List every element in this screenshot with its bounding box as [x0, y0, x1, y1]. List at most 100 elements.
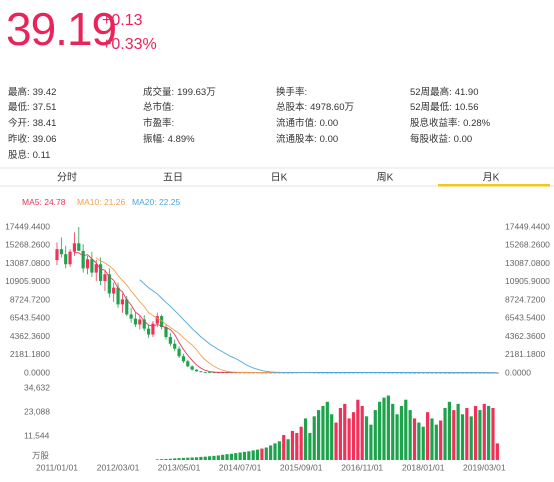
x-tick-label: 2011/01/01: [36, 462, 78, 472]
legend-name: MA5: [22, 197, 40, 207]
legend-value: 22.25: [159, 197, 181, 207]
stat-item: 股息: 0.11: [8, 149, 50, 161]
volume-bar: [155, 459, 159, 460]
stat-value: 4978.60万: [310, 102, 354, 113]
volume-bar: [247, 451, 251, 460]
stat-item: 今开: 38.41: [8, 117, 56, 129]
y-tick-label-right: 4362.3600: [505, 331, 545, 341]
volume-bar: [225, 454, 229, 460]
legend-entry: MA5: 24.78: [22, 197, 66, 207]
volume-bar: [360, 405, 364, 460]
stat-label: 股息:: [8, 149, 30, 161]
y-tick-label-right: 10905.9000: [505, 276, 550, 286]
volume-bar: [412, 418, 417, 460]
volume-unit: 万股: [32, 450, 50, 460]
stat-label: 52周最低:: [410, 101, 452, 113]
volume-bar: [386, 395, 390, 460]
volume-bar: [264, 447, 268, 460]
candle-body: [146, 328, 151, 335]
legend-value: 21.26: [104, 197, 126, 207]
candle-body: [94, 264, 98, 273]
x-tick-label: 2014/07/01: [219, 462, 262, 472]
tab[interactable]: 五日: [163, 173, 183, 184]
tab[interactable]: 周K: [377, 172, 394, 184]
volume-bar: [186, 457, 190, 460]
volume-bar: [181, 457, 186, 460]
stat-item: 市盈率:: [143, 117, 174, 129]
tab[interactable]: 分时: [57, 172, 77, 184]
volume-bar: [160, 459, 164, 460]
stat-value: 37.51: [33, 102, 57, 113]
stat-value: 4.89%: [168, 134, 195, 145]
legend-entry: MA10: 21.26: [77, 197, 125, 207]
candle-body: [64, 254, 68, 265]
volume-bar: [312, 416, 316, 460]
volume-bar: [373, 410, 377, 460]
stat-item: 换手率:: [276, 86, 307, 98]
volume-bar: [194, 457, 199, 460]
change: +0.13: [102, 12, 143, 29]
candle-body: [85, 259, 90, 269]
volume-bar: [456, 403, 460, 460]
x-tick-label: 2013/05/01: [158, 462, 201, 472]
volume-bar: [491, 408, 495, 460]
volume-bar: [286, 439, 290, 460]
candle-body: [186, 361, 190, 367]
stats: 最高: 39.42 成交量: 199.63万 换手率: 52周最高: 41.90 最低: 37.…: [8, 86, 491, 161]
stat-item: 股息收益率: 0.28%: [410, 117, 491, 129]
volume-bar: [221, 454, 225, 460]
volume-bar: [203, 456, 207, 460]
stat-value: 0.00: [454, 134, 473, 145]
stat-label: 股息收益率:: [410, 117, 460, 129]
volume-bar: [295, 432, 299, 460]
stat-label: 总市值:: [143, 101, 174, 113]
volume-bar: [199, 456, 203, 460]
volume-bar: [303, 418, 308, 460]
volume-bar: [443, 408, 447, 460]
volume-bar: [478, 410, 482, 460]
volume-bar: [430, 418, 434, 460]
y-tick-label-right: 15268.2600: [505, 240, 550, 250]
stat-item: 最低: 37.51: [8, 101, 56, 113]
y-tick-label: 0.0000: [24, 367, 50, 377]
stat-value: 41.90: [455, 87, 479, 98]
tab[interactable]: 日K: [271, 173, 288, 184]
y-tick-label-right: 17449.4400: [505, 221, 550, 231]
y-tick-label: 6543.5400: [10, 313, 50, 323]
stat-item: 成交量: 199.63万: [143, 86, 216, 98]
tabs: 分时 五日 日K 周K 月K: [57, 172, 550, 187]
tab[interactable]: 月K: [483, 172, 500, 184]
candle-body: [116, 287, 120, 305]
x-tick-label: 2015/09/01: [280, 462, 323, 472]
candle-body: [68, 251, 72, 265]
volume-bar: [347, 418, 351, 460]
stat-value: 38.41: [33, 118, 57, 129]
candle-body: [216, 372, 220, 374]
candle-body: [129, 314, 133, 319]
candle-body: [55, 249, 59, 261]
volume-bar: [399, 405, 404, 460]
ma-line: [74, 252, 498, 374]
volume-bar: [168, 458, 172, 460]
volume-bar: [238, 452, 242, 460]
candle-body: [138, 319, 142, 325]
x-tick-label: 2019/03/01: [463, 462, 506, 472]
stat-label: 流通市值:: [276, 117, 317, 129]
volume-bar: [495, 443, 499, 460]
candle-body: [177, 348, 181, 357]
volume-bar: [282, 435, 286, 460]
volume-bar: [190, 457, 194, 460]
candle-body: [208, 372, 212, 374]
stat-label: 市盈率:: [143, 117, 174, 129]
stat-item: 最高: 39.42: [8, 86, 56, 98]
volume-bar: [173, 458, 177, 460]
volume-bar: [242, 451, 247, 460]
stat-item: 昨收: 39.06: [8, 133, 56, 145]
candle-body: [212, 372, 216, 374]
y-tick-label: 4362.3600: [10, 331, 50, 341]
candle-body: [90, 259, 94, 273]
volume-bar: [212, 455, 216, 460]
stat-label: 换手率:: [276, 86, 307, 98]
y-tick-label-right: 6543.5400: [505, 313, 545, 323]
